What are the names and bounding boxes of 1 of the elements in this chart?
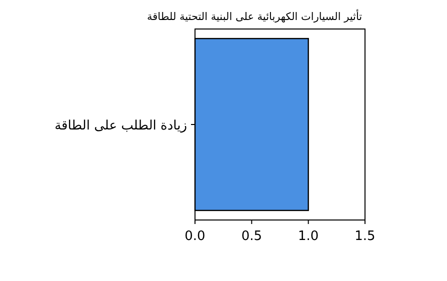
title: تأثير السيارات الكهربائية على البنية التحتية للطاقة (147, 11, 362, 23)
